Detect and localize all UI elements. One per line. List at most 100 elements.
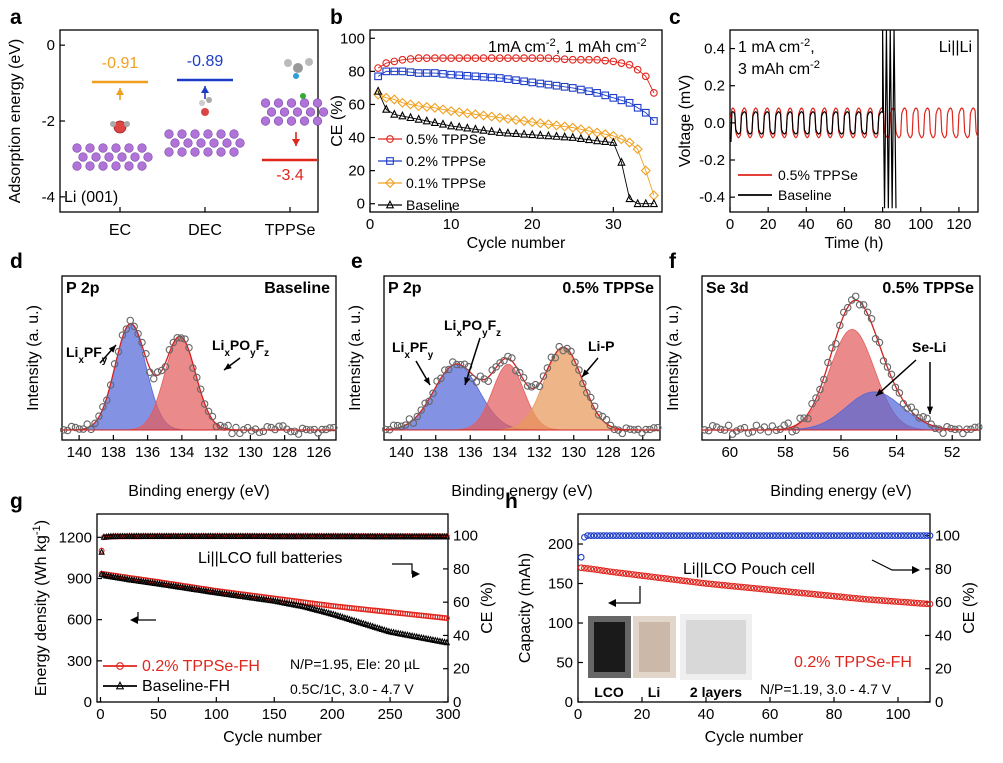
data-point xyxy=(664,532,671,539)
data-point xyxy=(763,586,771,593)
x-axis-label-e: Binding energy (eV) xyxy=(451,483,592,500)
data-point xyxy=(510,114,522,125)
y-tick-label: 0 xyxy=(565,694,573,711)
panel-label-d: d xyxy=(10,250,23,273)
y-tick-right-label: 0 xyxy=(935,694,943,711)
y-tick-label: -4 xyxy=(42,189,55,206)
y-tick-label: 20 xyxy=(348,163,365,180)
raw-data-point xyxy=(610,425,619,434)
x-category-label: EC xyxy=(109,222,131,239)
data-point xyxy=(471,54,480,62)
x-tick-label: 58 xyxy=(777,444,794,461)
data-point xyxy=(661,575,668,582)
data-point xyxy=(597,566,604,574)
x-axis-label-f: Binding energy (eV) xyxy=(770,483,911,500)
raw-data-point xyxy=(626,425,634,434)
data-point xyxy=(625,98,634,107)
legend-label: 0.2% TPPSe-FH xyxy=(794,654,912,671)
data-point xyxy=(840,593,847,601)
data-point xyxy=(600,532,607,539)
x-tick-label: 132 xyxy=(204,444,229,461)
raw-data-point xyxy=(393,421,402,430)
raw-data-point xyxy=(622,424,630,432)
raw-data-point xyxy=(705,426,713,435)
raw-data-point xyxy=(165,345,174,354)
x-tick-label: 100 xyxy=(885,706,910,723)
legend-marker xyxy=(386,135,394,143)
x-tick-label: 120 xyxy=(946,216,971,233)
energy-value-label: -0.91 xyxy=(102,55,139,72)
right-axis-pointer xyxy=(871,559,912,571)
data-point xyxy=(667,575,675,583)
data-point xyxy=(808,590,815,598)
legend-marker xyxy=(385,199,395,209)
data-point xyxy=(487,73,496,82)
data-point xyxy=(422,115,431,125)
data-point xyxy=(587,532,595,539)
lithium-atom-icon xyxy=(164,129,174,139)
raw-data-point xyxy=(523,382,532,390)
lithium-atom-icon xyxy=(72,143,82,153)
raw-data-point xyxy=(157,366,166,375)
data-point xyxy=(910,532,918,539)
raw-data-point xyxy=(752,421,761,430)
data-point xyxy=(609,568,617,576)
x-tick-label: 0 xyxy=(726,216,734,233)
data-point xyxy=(535,118,546,129)
data-point xyxy=(811,590,819,598)
data-point xyxy=(821,532,828,539)
raw-data-point xyxy=(927,420,935,428)
data-point xyxy=(593,566,601,574)
data-point xyxy=(782,588,790,595)
data-point xyxy=(446,105,457,117)
y-axis-label-right-h: CE (%) xyxy=(961,582,978,634)
condition-label-c: 3 mAh cm-2 xyxy=(738,59,820,78)
x-tick-label: 20 xyxy=(524,216,541,233)
data-point xyxy=(683,532,691,539)
data-point xyxy=(760,585,767,593)
raw-data-point xyxy=(508,354,516,362)
lithium-atom-icon xyxy=(216,129,226,139)
raw-data-point xyxy=(784,419,792,427)
legend-label: 0.2% TPPSe-FH xyxy=(142,658,260,675)
data-point xyxy=(633,198,642,208)
data-point xyxy=(429,102,440,113)
y-tick-label: 80 xyxy=(348,63,365,80)
data-point xyxy=(827,532,835,539)
y-tick-label: 0 xyxy=(84,694,92,711)
lithium-atom-icon xyxy=(279,107,290,117)
data-point xyxy=(520,54,528,62)
data-point xyxy=(590,565,598,573)
raw-data-point xyxy=(298,424,307,433)
data-point xyxy=(712,581,719,588)
data-point xyxy=(479,54,488,62)
plot-frame-b xyxy=(369,29,663,213)
data-point xyxy=(479,125,488,134)
raw-data-point xyxy=(91,419,99,428)
data-point xyxy=(585,87,593,96)
raw-data-point xyxy=(788,427,796,436)
legend-label: 0.2% TPPSe xyxy=(406,153,486,169)
raw-data-point xyxy=(887,370,896,379)
raw-data-point xyxy=(504,352,512,361)
data-point xyxy=(633,65,642,74)
data-point xyxy=(381,92,392,103)
raw-data-point xyxy=(931,424,939,433)
data-point xyxy=(731,532,739,539)
data-point xyxy=(712,532,719,539)
data-point xyxy=(479,73,488,81)
data-point xyxy=(657,532,665,539)
lithium-atom-icon xyxy=(305,107,316,117)
lithium-atom-icon xyxy=(203,147,213,157)
data-point xyxy=(503,128,513,137)
data-point xyxy=(430,117,440,127)
data-point xyxy=(753,532,761,539)
y-tick-label: 1200 xyxy=(59,529,92,546)
x-tick-label: 100 xyxy=(908,216,933,233)
arrow-head-icon xyxy=(130,616,138,624)
data-point xyxy=(833,532,841,539)
raw-data-point xyxy=(449,358,457,366)
raw-data-point xyxy=(397,422,406,430)
data-point xyxy=(728,582,735,590)
